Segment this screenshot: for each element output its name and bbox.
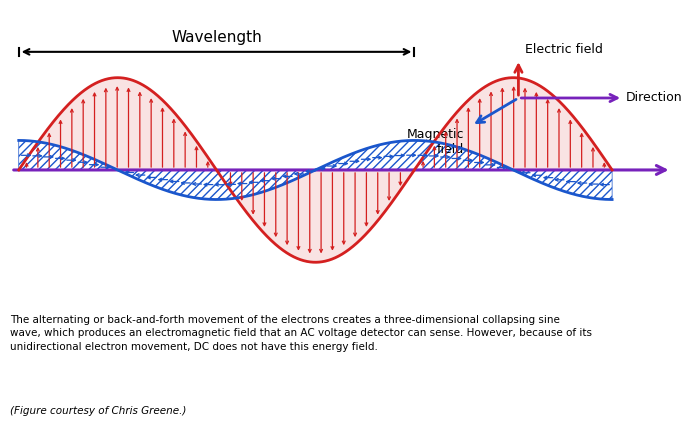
Text: Wavelength: Wavelength — [171, 30, 262, 45]
Text: The alternating or back-and-forth movement of the electrons creates a three-dime: The alternating or back-and-forth moveme… — [10, 315, 593, 352]
Text: Magnetic
field: Magnetic field — [406, 127, 463, 156]
Text: Direction: Direction — [626, 91, 683, 104]
Text: Electric field: Electric field — [525, 44, 602, 56]
Text: (Figure courtesy of Chris Greene.): (Figure courtesy of Chris Greene.) — [10, 406, 187, 416]
